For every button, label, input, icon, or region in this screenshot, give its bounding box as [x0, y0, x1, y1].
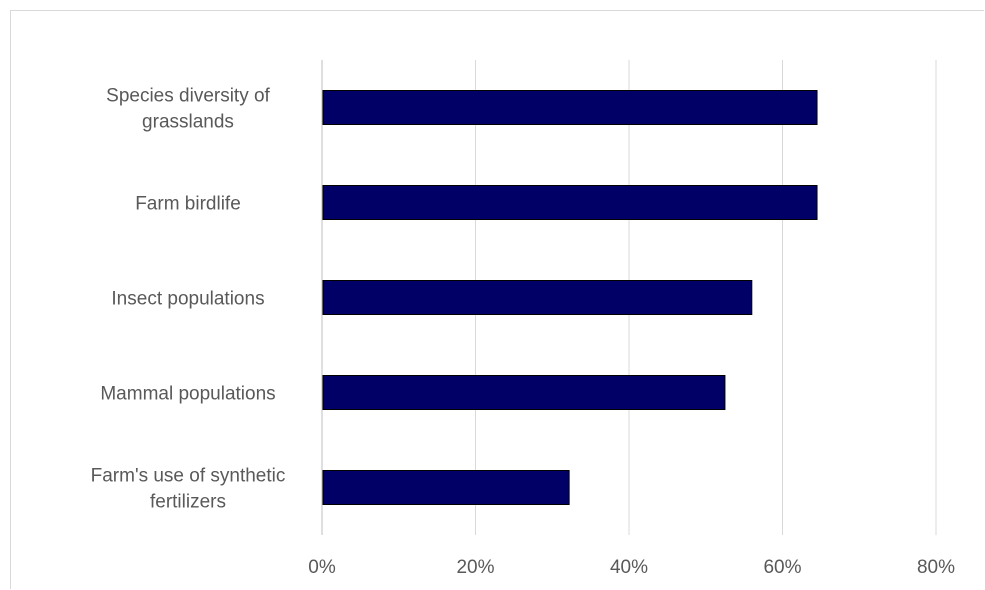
category-label-line: Species diversity of [106, 86, 270, 107]
category-label-line: grasslands [142, 112, 234, 133]
bar [322, 280, 753, 315]
category-label: Mammal populations [100, 384, 275, 405]
category-label: Species diversity of grasslands [106, 86, 270, 133]
bar [322, 185, 818, 220]
bar [322, 470, 570, 505]
category-label-line: Farm's use of synthetic [91, 466, 286, 487]
chart-frame [10, 10, 984, 589]
labels: Species diversity of grasslands Farm birdl… [91, 86, 955, 579]
x-tick-label: 0% [308, 557, 336, 578]
x-tick-label: 40% [610, 557, 648, 578]
category-label-line: Farm birdlife [135, 194, 241, 215]
x-tick-label: 80% [917, 557, 955, 578]
bar [322, 375, 726, 410]
category-label: Insect populations [111, 289, 264, 310]
category-label-line: Mammal populations [100, 384, 275, 405]
category-label: Farm birdlife [135, 194, 241, 215]
bar [322, 90, 818, 125]
category-label-line: fertilizers [150, 492, 226, 513]
category-label-line: Insect populations [111, 289, 264, 310]
category-label: Farm's use of synthetic fertilizers [91, 466, 286, 513]
x-tick-label: 60% [763, 557, 801, 578]
bars [322, 90, 818, 505]
x-tick-label: 20% [456, 557, 494, 578]
